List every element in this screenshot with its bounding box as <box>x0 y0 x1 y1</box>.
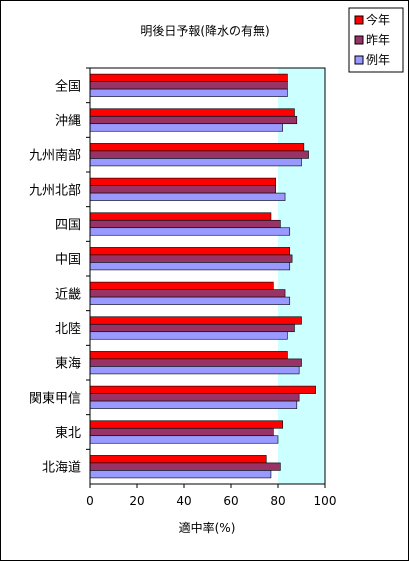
bar-四国-例年 <box>89 227 291 236</box>
bar-全国-例年 <box>89 88 288 97</box>
bar-中国-例年 <box>89 262 291 271</box>
x-tick-label: 20 <box>129 494 144 508</box>
bar-北海道-例年 <box>89 470 272 479</box>
x-axis-label: 適中率(%) <box>179 520 236 535</box>
bar-九州南部-昨年 <box>89 150 309 159</box>
category-label: 近畿 <box>55 287 81 302</box>
legend-swatch-今年 <box>354 15 364 25</box>
bar-九州北部-昨年 <box>89 185 276 194</box>
category-label: 北陸 <box>55 321 81 337</box>
bar-東北-例年 <box>89 435 279 444</box>
legend-swatch-例年 <box>354 55 364 65</box>
legend-label-昨年: 昨年 <box>366 33 390 47</box>
bar-東海-今年 <box>89 351 288 360</box>
bar-関東甲信-昨年 <box>89 393 300 402</box>
plot-border <box>89 67 326 485</box>
category-label: 四国 <box>55 218 81 233</box>
plot-background-cyan <box>278 68 325 484</box>
bar-北陸-昨年 <box>89 323 295 333</box>
bar-関東甲信-例年 <box>89 400 298 409</box>
bar-近畿-例年 <box>89 296 291 305</box>
bar-全国-昨年 <box>89 81 288 90</box>
bar-近畿-今年 <box>89 281 274 290</box>
x-tick-label: 60 <box>223 494 238 508</box>
bar-九州北部-今年 <box>89 177 276 186</box>
bar-四国-今年 <box>89 212 272 221</box>
x-tick-label: 80 <box>270 494 285 508</box>
bar-北陸-例年 <box>89 331 288 340</box>
x-axis-ticks: 0 20 40 60 80 100 <box>86 484 336 508</box>
bar-中国-昨年 <box>89 254 293 263</box>
category-label: 沖縄 <box>55 114 81 129</box>
bar-全国-今年 <box>89 73 288 82</box>
category-label: 九州北部 <box>29 183 81 198</box>
legend-label-今年: 今年 <box>366 12 390 27</box>
bar-中国-今年 <box>89 247 291 256</box>
bar-沖縄-今年 <box>89 108 295 117</box>
bar-九州北部-例年 <box>89 192 286 201</box>
bar-沖縄-例年 <box>89 123 283 132</box>
category-label: 東海 <box>55 356 81 372</box>
x-tick-label: 0 <box>86 494 94 508</box>
bar-九州南部-今年 <box>89 143 305 152</box>
category-label: 全国 <box>55 78 81 94</box>
category-label: 関東甲信 <box>29 390 81 406</box>
bar-北海道-昨年 <box>89 462 281 471</box>
legend-swatch-昨年 <box>354 35 364 45</box>
category-label: 中国 <box>55 253 81 268</box>
chart-title: 明後日予報(降水の有無) <box>140 23 269 38</box>
bar-沖縄-昨年 <box>89 115 298 125</box>
bar-東北-昨年 <box>89 427 274 437</box>
bar-東北-今年 <box>89 420 283 429</box>
bar-東海-昨年 <box>89 358 302 367</box>
category-label: 九州南部 <box>29 148 81 164</box>
bar-四国-昨年 <box>89 219 281 229</box>
bar-北海道-今年 <box>89 455 267 464</box>
plot-background-white <box>90 68 278 484</box>
category-label: 東北 <box>55 425 81 441</box>
x-tick-label: 100 <box>314 494 337 508</box>
legend-label-例年: 例年 <box>366 53 390 67</box>
bar-東海-例年 <box>89 366 300 375</box>
bar-北陸-今年 <box>89 316 302 325</box>
bar-関東甲信-今年 <box>89 385 316 394</box>
bar-九州南部-例年 <box>89 158 302 167</box>
x-tick-label: 40 <box>176 494 191 508</box>
category-label: 北海道 <box>42 461 81 476</box>
bar-近畿-昨年 <box>89 289 286 298</box>
